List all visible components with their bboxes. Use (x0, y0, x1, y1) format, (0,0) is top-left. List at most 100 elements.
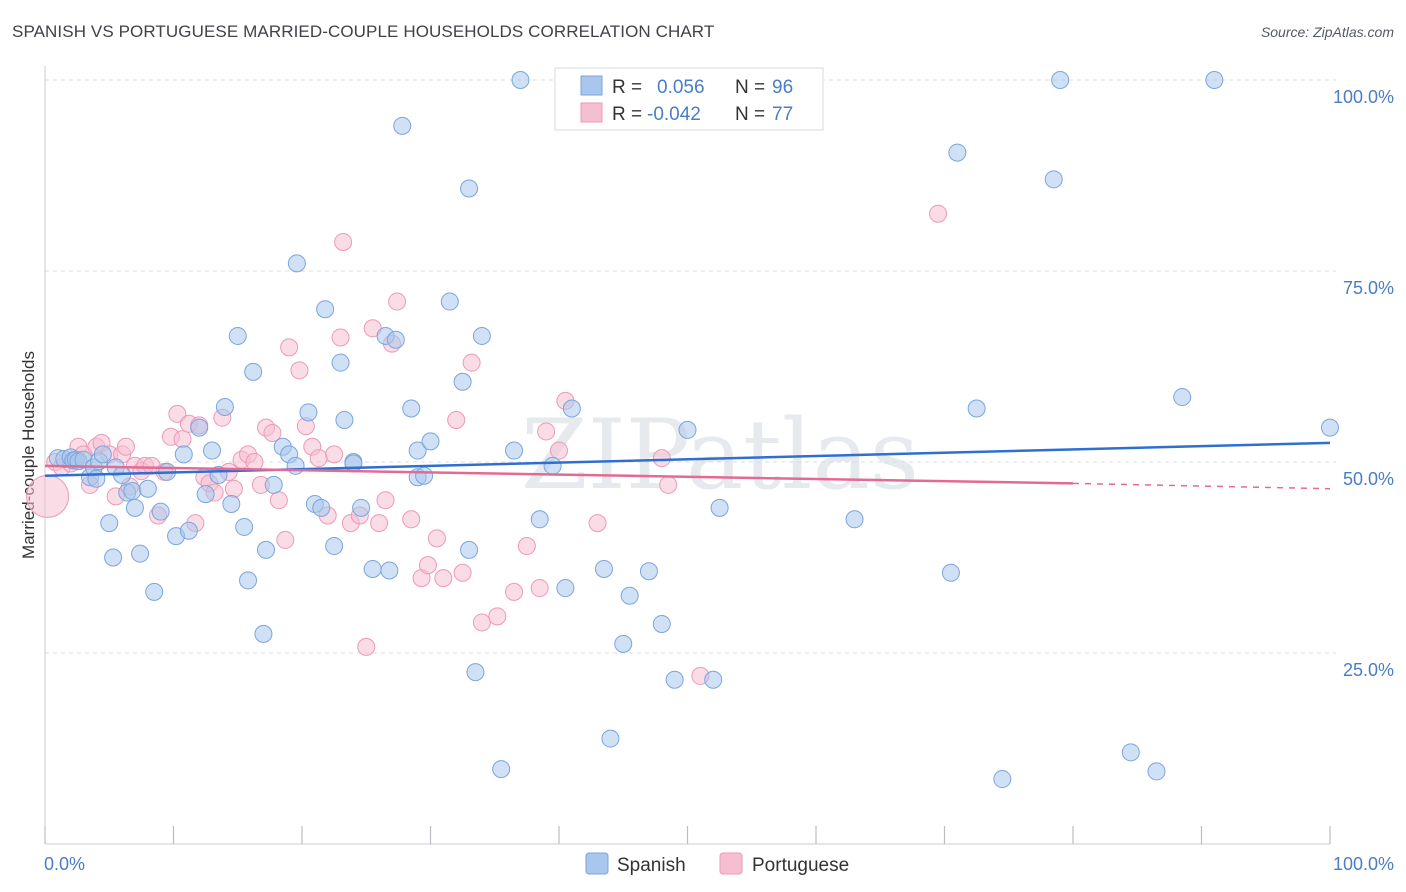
spanish-point-78 (601, 729, 620, 748)
portuguese-point-52 (370, 514, 389, 533)
y-tick-label-1: 50.0% (1343, 469, 1394, 489)
portuguese-point-53 (376, 491, 395, 510)
spanish-point-57 (386, 330, 405, 349)
portuguese-point-30 (224, 479, 243, 498)
spanish-swatch (580, 75, 603, 96)
portuguese-cluster-point (26, 474, 70, 518)
spanish-point-34 (235, 517, 254, 536)
portuguese-point-33 (245, 453, 264, 471)
spanish-point-69 (472, 326, 491, 345)
spanish-point-77 (594, 559, 613, 578)
spanish-point-52 (344, 454, 363, 473)
portuguese-point-47 (334, 232, 353, 251)
spanish-point-72 (511, 71, 530, 89)
spanish-point-46 (312, 498, 331, 517)
x-tick-label-1: 100.0% (1333, 854, 1394, 874)
spanish-point-12 (100, 514, 119, 533)
spanish-point-47 (316, 300, 335, 319)
spanish-point-21 (145, 582, 164, 601)
legend-spanish-label: Spanish (617, 855, 686, 876)
portuguese-point-73 (652, 449, 671, 468)
spanish-point-74 (543, 456, 562, 475)
spanish-point-59 (402, 399, 421, 418)
spanish-point-32 (222, 495, 241, 514)
portuguese-n-label: N = (735, 104, 765, 125)
spanish-point-26 (179, 521, 198, 540)
portuguese-point-61 (447, 410, 466, 429)
portuguese-point-20 (168, 404, 187, 423)
portuguese-trend-extension (1072, 482, 1331, 490)
legend-spanish-swatch (585, 852, 609, 875)
spanish-point-53 (352, 498, 371, 517)
x-tick-labels: 0.0% 100.0% (44, 854, 1394, 874)
portuguese-point-68 (530, 579, 549, 598)
spanish-point-50 (335, 410, 354, 429)
gridlines (45, 79, 1336, 654)
spanish-point-70 (492, 760, 511, 779)
spanish-point-80 (620, 586, 639, 605)
spanish-point-64 (440, 292, 459, 311)
portuguese-point-39 (280, 338, 299, 357)
stats-legend: R = 0.056 N = 96 R = -0.042 N = 77 (554, 67, 824, 131)
portuguese-point-72 (588, 514, 607, 533)
spanish-point-37 (254, 624, 273, 643)
chart-title: SPANISH VS PORTUGUESE MARRIED-COUPLE HOU… (12, 22, 715, 41)
spanish-point-87 (845, 510, 864, 529)
spanish-point-49 (331, 353, 350, 372)
portuguese-point-70 (550, 441, 568, 460)
spanish-point-36 (244, 362, 263, 381)
spanish-point-97 (1205, 71, 1224, 89)
portuguese-point-76 (929, 204, 948, 223)
spanish-point-44 (299, 403, 318, 422)
portuguese-point-38 (276, 530, 295, 549)
legend-portuguese-swatch (719, 852, 743, 875)
spanish-point-19 (131, 544, 150, 563)
x-tick-marks (44, 826, 1331, 844)
portuguese-point-74 (659, 475, 678, 494)
portuguese-point-56 (402, 510, 421, 529)
portuguese-r-value: -0.042 (647, 104, 701, 125)
spanish-point-79 (614, 634, 633, 653)
spanish-point-39 (264, 475, 283, 494)
portuguese-point-67 (517, 537, 536, 556)
spanish-point-22 (151, 502, 170, 521)
portuguese-point-11 (116, 437, 135, 456)
spanish-point-63 (421, 432, 440, 451)
spanish-point-68 (460, 540, 479, 559)
spanish-point-75 (556, 579, 575, 598)
spanish-point-56 (380, 561, 399, 580)
portuguese-point-63 (462, 353, 481, 372)
spanish-point-71 (505, 441, 524, 460)
portuguese-swatch (580, 102, 603, 123)
portuguese-point-55 (388, 292, 407, 311)
spanish-point-86 (710, 498, 729, 517)
spanish-n-value: 96 (772, 77, 793, 98)
spanish-point-81 (639, 562, 658, 581)
y-tick-label-2: 75.0% (1343, 278, 1394, 298)
spanish-point-17 (123, 482, 142, 501)
spanish-point-91 (993, 770, 1012, 789)
spanish-point-31 (215, 397, 234, 416)
legend-portuguese-label: Portuguese (752, 855, 849, 876)
spanish-point-33 (228, 326, 247, 345)
spanish-point-58 (393, 116, 412, 135)
spanish-point-42 (286, 456, 305, 475)
spanish-point-93 (1051, 71, 1070, 89)
y-axis-label: Married-couple Households (19, 351, 38, 559)
spanish-point-92 (1044, 170, 1063, 189)
portuguese-point-37 (269, 491, 288, 510)
portuguese-r-label: R = (612, 104, 642, 125)
spanish-point-20 (138, 479, 157, 498)
spanish-n-label: N = (735, 77, 765, 98)
portuguese-trend-line (44, 464, 1074, 485)
spanish-point-54 (363, 559, 382, 578)
y-tick-labels: 25.0% 50.0% 75.0% 100.0% (1333, 87, 1394, 680)
spanish-r-value: 0.056 (657, 77, 705, 98)
portuguese-point-69 (537, 422, 556, 441)
spanish-point-88 (941, 563, 960, 582)
portuguese-n-value: 77 (772, 104, 793, 125)
portuguese-point-43 (309, 449, 328, 468)
spanish-point-43 (287, 254, 306, 273)
spanish-point-66 (460, 179, 479, 198)
